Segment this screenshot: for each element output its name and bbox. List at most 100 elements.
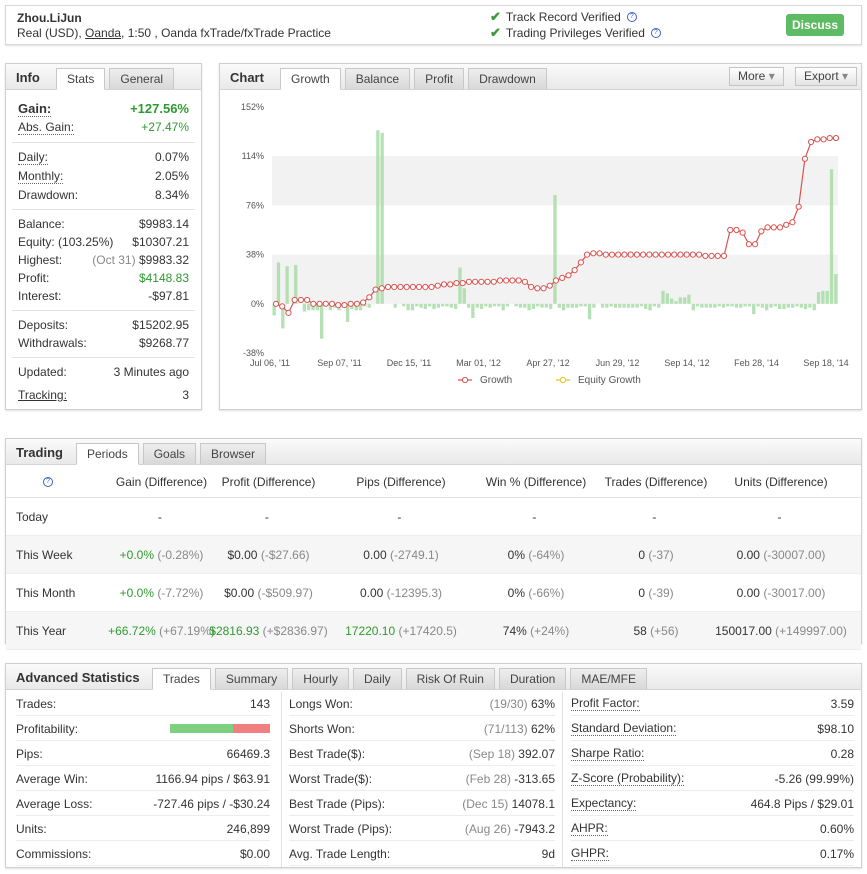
- growth-point: [696, 251, 703, 258]
- bar: [773, 303, 778, 307]
- stat-row: Average Loss: -727.46 pips / -$30.24: [16, 792, 270, 816]
- growth-point: [671, 251, 678, 258]
- bar: [445, 303, 449, 307]
- bar: [639, 303, 644, 307]
- bar: [790, 303, 795, 308]
- bar: [782, 303, 786, 309]
- equity-label: Equity:: [18, 235, 55, 249]
- bar: [618, 303, 622, 308]
- units-cell: -: [706, 498, 856, 535]
- profit-cell: $0.00 (-$509.97): [201, 574, 336, 611]
- tab-balance[interactable]: Balance: [344, 68, 411, 89]
- x-tick-label: Apr 27, '12: [526, 358, 569, 368]
- growth-chart: 152% 114% 76% 38% 0% -38%Jul 06, '11 Sep 07, '…: [241, 102, 849, 386]
- stat-value: 14078.1: [511, 796, 555, 811]
- bar: [786, 303, 790, 308]
- bar: [471, 303, 475, 319]
- profit-cell: -: [201, 498, 336, 535]
- bar: [492, 303, 497, 307]
- profitability-lost-bar: [233, 723, 270, 733]
- bar: [726, 303, 730, 307]
- pips-difference: (-2749.1): [390, 547, 439, 562]
- tab-periods[interactable]: Periods: [76, 443, 139, 465]
- gain-value: +66.72%: [108, 623, 156, 638]
- bar: [458, 267, 462, 304]
- bar: [743, 303, 747, 307]
- growth-point: [521, 278, 528, 285]
- win-value: -: [532, 509, 537, 524]
- stat-label: GHPR:: [571, 846, 610, 861]
- stat-detail: (Aug 26): [464, 821, 511, 836]
- tab-duration[interactable]: Duration: [498, 668, 567, 689]
- growth-point: [689, 251, 696, 258]
- broker-link[interactable]: Oanda: [85, 26, 122, 40]
- win-value: 0%: [507, 585, 525, 600]
- bar: [721, 303, 726, 308]
- tab-browser[interactable]: Browser: [200, 443, 267, 464]
- help-icon[interactable]: ?: [43, 476, 53, 487]
- bar: [570, 303, 574, 308]
- help-icon[interactable]: ?: [626, 12, 637, 22]
- stat-row: Expectancy: 464.8 Pips / $29.01: [571, 792, 854, 816]
- growth-point: [795, 203, 802, 210]
- stat-value: 62%: [530, 721, 555, 736]
- account-subtitle: Real (USD), Oanda, 1:50 , Oanda fxTrade/…: [17, 26, 331, 40]
- profit-cell: $0.00 (-$27.66): [201, 536, 336, 573]
- account-name: Zhou.LiJun: [17, 11, 82, 25]
- bar: [501, 303, 505, 311]
- growth-point: [633, 251, 640, 258]
- bar: [557, 303, 561, 308]
- stat-value: 246,899: [226, 821, 270, 836]
- tab-stats[interactable]: Stats: [56, 68, 106, 90]
- bar: [466, 303, 471, 308]
- stat-value: $98.10: [817, 721, 854, 736]
- more-dropdown[interactable]: More ▾: [729, 67, 784, 86]
- tab-hourly[interactable]: Hourly: [292, 668, 349, 689]
- tab-drawdown[interactable]: Drawdown: [468, 68, 547, 89]
- tracking-link[interactable]: Tracking:: [18, 388, 67, 402]
- help-icon[interactable]: ?: [650, 28, 661, 38]
- growth-point: [540, 285, 547, 292]
- pips-value: 0.00: [359, 585, 384, 600]
- divider: [12, 357, 195, 358]
- chevron-down-icon: ▾: [842, 69, 849, 83]
- tab-risk-of-ruin[interactable]: Risk Of Ruin: [405, 668, 495, 689]
- tab-daily[interactable]: Daily: [352, 668, 402, 689]
- profit-difference: (-$509.97): [257, 585, 313, 600]
- tab-mae-mfe[interactable]: MAE/MFE: [570, 668, 647, 689]
- tab-goals[interactable]: Goals: [142, 443, 197, 464]
- growth-point: [764, 224, 771, 231]
- growth-point: [739, 229, 746, 236]
- chart-panel: Chart Growth Balance Profit Drawdown Mor…: [219, 63, 862, 410]
- stat-label: Sharpe Ratio:: [571, 746, 645, 761]
- tab-general[interactable]: General: [109, 68, 175, 89]
- discuss-button[interactable]: Discuss: [786, 14, 844, 36]
- tab-growth[interactable]: Growth: [280, 68, 341, 90]
- growth-point: [577, 259, 584, 266]
- bar: [553, 195, 557, 304]
- tab-profit[interactable]: Profit: [414, 68, 465, 89]
- balance-label: Balance:: [18, 217, 65, 231]
- bar: [531, 303, 536, 309]
- growth-point: [615, 251, 622, 258]
- units-difference: (-30007.00): [763, 547, 826, 562]
- growth-point: [565, 272, 572, 279]
- trades-difference: (+56): [650, 623, 679, 638]
- profit-difference: (-$27.66): [260, 547, 310, 562]
- tab-trades[interactable]: Trades: [152, 668, 211, 690]
- legend-entry: Growth: [480, 375, 512, 386]
- monthly-value: 2.05%: [154, 169, 189, 183]
- export-dropdown[interactable]: Export ▾: [795, 67, 858, 86]
- profit-difference: (+$2836.97): [262, 623, 328, 638]
- bar: [674, 301, 678, 304]
- bar: [549, 303, 553, 309]
- growth-point: [297, 296, 304, 304]
- growth-point: [534, 285, 541, 292]
- growth-point: [490, 278, 497, 285]
- drawdown-row: Drawdown: 8.34%: [18, 188, 189, 202]
- profit-value: $0.00: [227, 547, 258, 562]
- stat-detail: (Feb 28): [465, 771, 511, 786]
- bar: [652, 303, 657, 307]
- trades-cell: 0 (-39): [596, 574, 716, 611]
- tab-summary[interactable]: Summary: [214, 668, 289, 689]
